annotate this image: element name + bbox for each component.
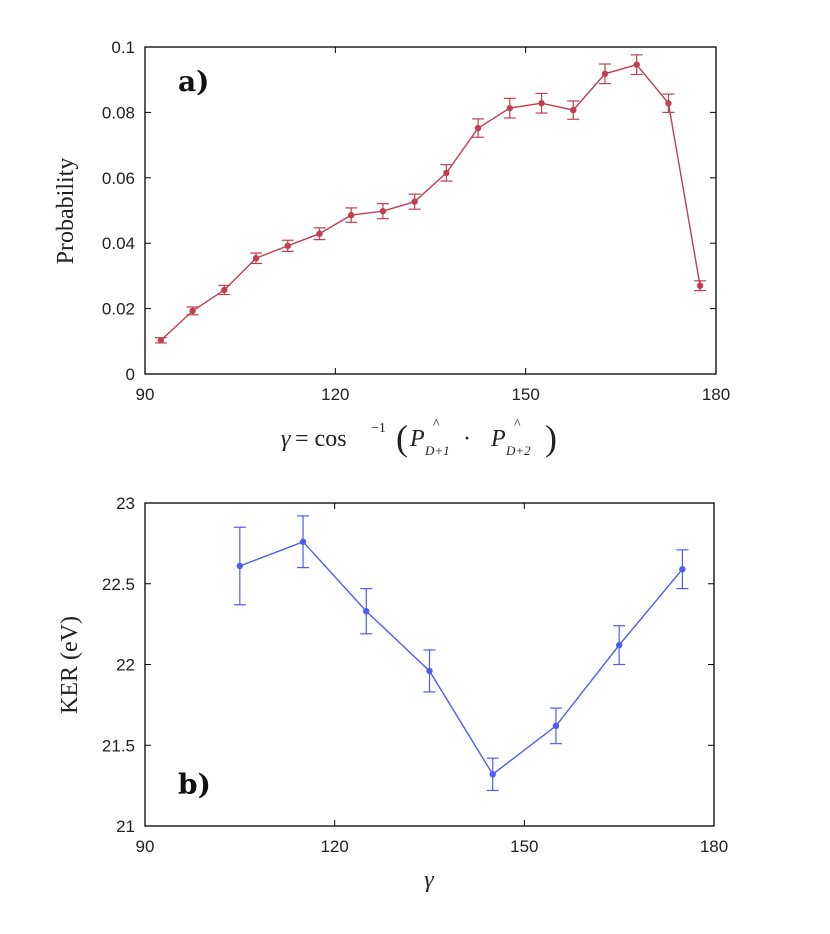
panel-a-data-point — [347, 211, 355, 219]
panel-a-data-point — [443, 169, 450, 177]
panel-a-y-tick-label: 0 — [126, 365, 135, 384]
x-title-sup: −1 — [371, 421, 386, 436]
panel-b-y-axis-title: KER (eV) — [57, 616, 83, 714]
panel-a-data-point — [411, 198, 418, 205]
panel-b-chart: 90 120 150 180 21 21.5 22 22.5 23 b) KER (eV) γ — [57, 494, 728, 893]
panel-a-data-point — [570, 106, 577, 114]
panel-b-y-tick-label: 21 — [116, 817, 135, 836]
panel-a-data-point — [506, 104, 514, 112]
panel-a-data-point — [157, 337, 165, 344]
panel-b-series — [233, 515, 689, 792]
panel-b-y-tick-label: 23 — [116, 494, 135, 513]
panel-a-series — [154, 54, 707, 344]
x-title-rparen: ) — [545, 418, 557, 458]
panel-a-data-point — [601, 70, 609, 78]
panel-a-y-tick-label: 0.02 — [102, 300, 135, 319]
panel-b-y-tick-label: 22.5 — [102, 575, 135, 594]
panel-a-data-point — [633, 61, 640, 68]
panel-a-x-tick-label: 120 — [321, 385, 349, 404]
panel-b-ticks: 90 120 150 180 21 21.5 22 22.5 23 — [102, 494, 728, 856]
panel-a-data-point — [189, 307, 196, 315]
panel-b-label: b) — [178, 768, 211, 801]
panel-a-y-tick-label: 0.06 — [102, 169, 135, 188]
panel-a-x-tick-label: 150 — [511, 385, 539, 404]
panel-a-y-tick-label: 0.1 — [111, 38, 135, 57]
panel-b-data-point — [552, 722, 560, 730]
panel-a-series-line — [160, 63, 701, 341]
panel-b-data-point — [679, 566, 686, 573]
panel-a-label: a) — [178, 65, 209, 98]
panel-b-series-line — [239, 540, 683, 776]
panel-b-data-point — [426, 667, 433, 675]
x-title-eq: = cos — [295, 426, 347, 452]
panel-b-y-tick-label: 22 — [116, 656, 135, 675]
x-title-sub1: D+1 — [424, 443, 450, 458]
panel-b-y-tick-label: 21.5 — [102, 736, 135, 755]
x-title-p2: P — [490, 426, 506, 452]
panel-a-ticks: 90 120 150 180 0 0.02 0.04 0.06 0.08 0.1 — [102, 38, 730, 404]
panel-b-data-point — [615, 641, 623, 649]
panel-a-data-point — [665, 100, 672, 107]
x-title-sub2: D+2 — [505, 443, 531, 458]
panel-b-x-tick-label: 150 — [510, 837, 538, 856]
panel-b-x-tick-label: 90 — [136, 837, 155, 856]
panel-a-x-tick-label: 180 — [702, 385, 730, 404]
panel-a-data-point — [474, 124, 482, 132]
panel-a-y-axis-title: Probability — [53, 158, 79, 265]
panel-a-x-axis-title: γ = cos −1 ( P ^ D+1 · P ^ D+2 ) — [281, 417, 557, 458]
panel-a-data-point — [221, 286, 228, 294]
panel-a-y-tick-label: 0.04 — [102, 234, 135, 253]
panel-a-data-point — [252, 255, 260, 262]
panel-a-y-tick-label: 0.08 — [102, 103, 135, 122]
panel-a-chart: 90 120 150 180 0 0.02 0.04 0.06 0.08 0.1 a) Proba… — [53, 38, 730, 458]
panel-b-data-point — [363, 608, 370, 615]
x-title-hat2: ^ — [514, 417, 521, 432]
x-title-lparen: ( — [396, 418, 408, 458]
x-title-dot: · — [463, 426, 471, 452]
panel-a-data-point — [379, 207, 387, 215]
x-title-p1: P — [409, 426, 425, 452]
x-title-gamma: γ — [281, 426, 291, 452]
panel-b-x-axis-title: γ — [424, 867, 434, 893]
panel-a-data-point — [696, 282, 704, 289]
panel-a-data-point — [316, 230, 323, 237]
panel-a-data-point — [538, 100, 545, 107]
x-title-hat1: ^ — [433, 417, 440, 432]
panel-a-plot-frame — [144, 46, 717, 375]
panel-b-x-tick-label: 180 — [700, 837, 728, 856]
panel-b-data-point — [489, 771, 496, 778]
panel-a-x-tick-label: 90 — [136, 385, 155, 404]
panel-b-data-point — [236, 562, 244, 570]
panel-b-data-point — [299, 538, 307, 545]
panel-b-x-tick-label: 120 — [320, 837, 348, 856]
panel-a-data-point — [284, 242, 291, 250]
